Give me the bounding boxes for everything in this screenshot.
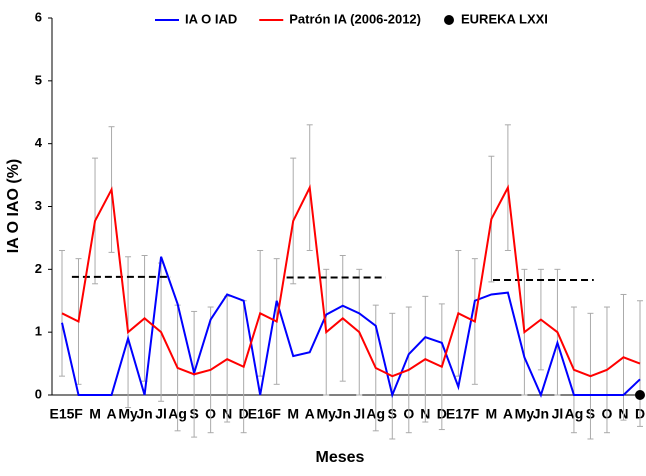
x-tick-label: A — [106, 406, 116, 422]
x-tick-label: Jn — [136, 406, 152, 422]
x-tick-label: E15 — [50, 406, 75, 422]
series-line — [61, 256, 641, 399]
y-tick-label: 2 — [35, 261, 42, 276]
x-tick-label: A — [503, 406, 513, 422]
legend-label: IA O IAD — [185, 11, 237, 26]
x-tick-label: E17 — [446, 406, 471, 422]
legend-label: EUREKA LXXI — [461, 11, 548, 26]
x-tick-label: Jl — [155, 406, 167, 422]
x-tick-label: A — [305, 406, 315, 422]
x-tick-label: My — [515, 406, 535, 422]
y-tick-label: 6 — [35, 9, 42, 24]
y-tick-label: 0 — [35, 386, 42, 401]
x-tick-label: F — [272, 406, 281, 422]
y-tick-label: 3 — [35, 198, 42, 213]
x-tick-label: M — [287, 406, 299, 422]
legend-label: Patrón IA (2006-2012) — [289, 11, 421, 26]
x-tick-label: E16 — [248, 406, 273, 422]
x-tick-label: Jl — [552, 406, 564, 422]
y-tick-label: 4 — [35, 135, 43, 150]
x-tick-label: My — [118, 406, 138, 422]
data-point — [635, 390, 645, 400]
x-tick-label: Jl — [353, 406, 365, 422]
legend-marker — [444, 15, 454, 25]
y-tick-label: 1 — [35, 324, 42, 339]
x-tick-label: M — [89, 406, 101, 422]
y-axis-label: IA O IAO (%) — [5, 159, 22, 254]
x-tick-label: F — [74, 406, 83, 422]
series-line — [61, 184, 641, 378]
x-tick-label: F — [471, 406, 480, 422]
x-tick-label: My — [317, 406, 337, 422]
x-tick-label: Jn — [335, 406, 351, 422]
x-tick-label: M — [486, 406, 498, 422]
y-tick-label: 5 — [35, 72, 42, 87]
x-axis-label: Meses — [316, 449, 365, 466]
x-tick-label: Jn — [533, 406, 549, 422]
